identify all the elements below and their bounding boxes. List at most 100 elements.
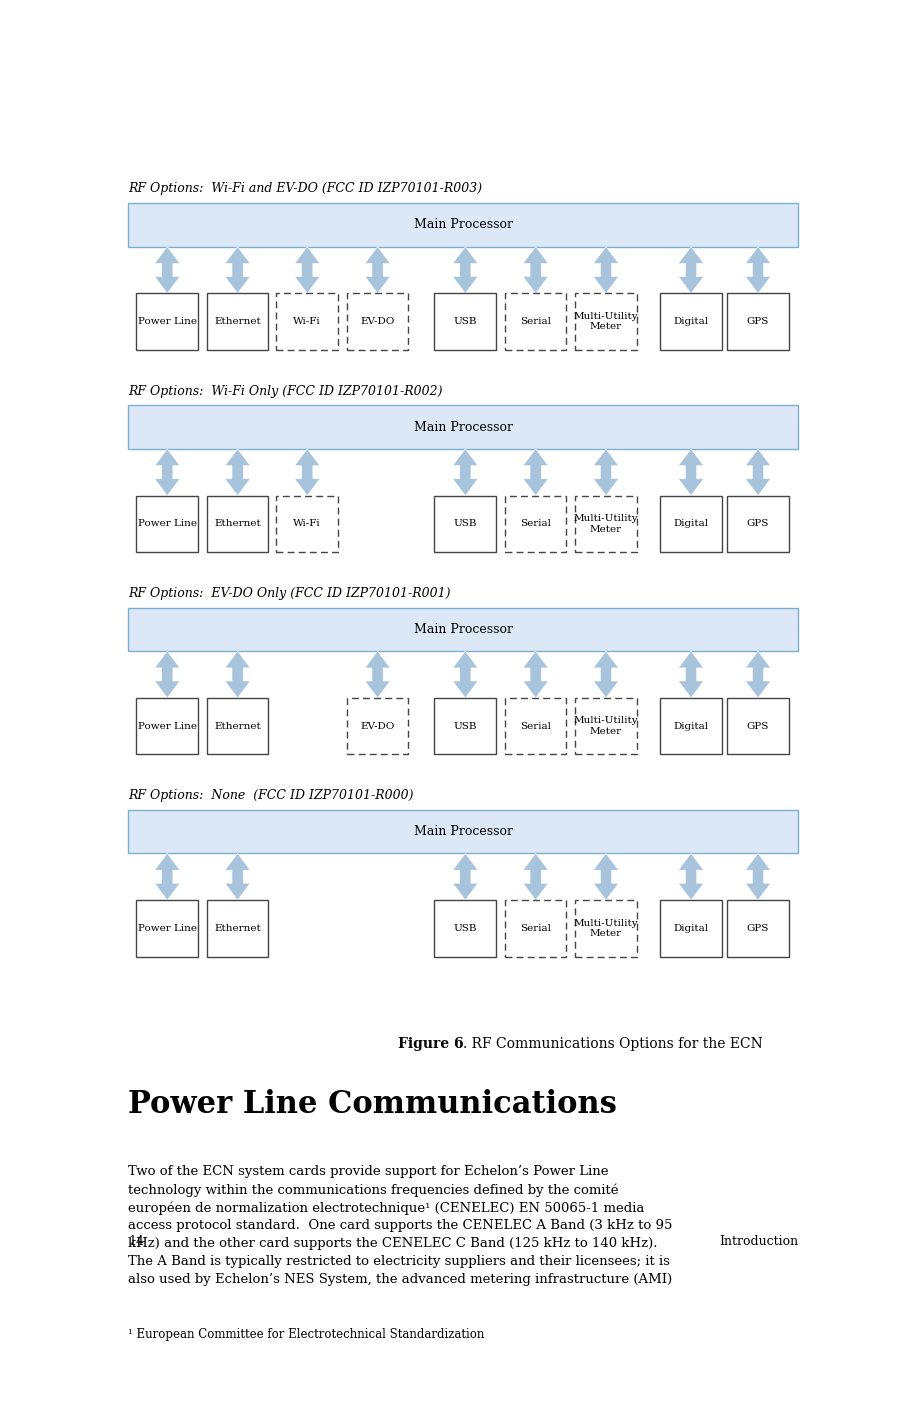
- Text: technology within the communications frequencies defined by the comité: technology within the communications fre…: [128, 1183, 619, 1197]
- Text: Multi-Utility
Meter: Multi-Utility Meter: [573, 919, 638, 938]
- Polygon shape: [523, 449, 547, 496]
- Text: access protocol standard.  One card supports the CENELEC A Band (3 kHz to 95: access protocol standard. One card suppo…: [128, 1219, 672, 1233]
- Text: RF Options:  Wi-Fi Only (FCC ID IZP70101-R002): RF Options: Wi-Fi Only (FCC ID IZP70101-…: [128, 384, 442, 398]
- FancyBboxPatch shape: [574, 496, 636, 552]
- FancyBboxPatch shape: [207, 496, 268, 552]
- FancyBboxPatch shape: [128, 203, 797, 247]
- Text: Multi-Utility
Meter: Multi-Utility Meter: [573, 514, 638, 534]
- Text: 14: 14: [128, 1236, 144, 1248]
- FancyBboxPatch shape: [659, 496, 721, 552]
- Polygon shape: [154, 449, 180, 496]
- FancyBboxPatch shape: [128, 405, 797, 449]
- Text: Power Line: Power Line: [137, 722, 197, 730]
- FancyBboxPatch shape: [726, 899, 788, 956]
- Polygon shape: [523, 853, 547, 899]
- FancyBboxPatch shape: [136, 294, 198, 350]
- FancyBboxPatch shape: [128, 607, 797, 651]
- FancyBboxPatch shape: [207, 899, 268, 956]
- Text: EV-DO: EV-DO: [360, 722, 395, 730]
- FancyBboxPatch shape: [128, 810, 797, 853]
- Text: RF Options:  EV-DO Only (FCC ID IZP70101-R001): RF Options: EV-DO Only (FCC ID IZP70101-…: [128, 587, 451, 600]
- Text: The A Band is typically restricted to electricity suppliers and their licensees;: The A Band is typically restricted to el…: [128, 1255, 669, 1268]
- Text: Serial: Serial: [519, 923, 551, 933]
- Text: Serial: Serial: [519, 318, 551, 326]
- Text: GPS: GPS: [746, 318, 768, 326]
- Polygon shape: [225, 449, 250, 496]
- Text: Digital: Digital: [673, 923, 708, 933]
- Text: USB: USB: [453, 318, 477, 326]
- Text: Wi-Fi: Wi-Fi: [293, 318, 321, 326]
- Text: Main Processor: Main Processor: [414, 219, 512, 232]
- Polygon shape: [452, 853, 478, 899]
- FancyBboxPatch shape: [434, 496, 496, 552]
- FancyBboxPatch shape: [574, 294, 636, 350]
- Text: RF Options:  Wi-Fi and EV-DO (FCC ID IZP70101-R003): RF Options: Wi-Fi and EV-DO (FCC ID IZP7…: [128, 182, 482, 195]
- Polygon shape: [225, 247, 250, 294]
- FancyBboxPatch shape: [434, 698, 496, 754]
- Polygon shape: [677, 247, 703, 294]
- Text: Power Line: Power Line: [137, 318, 197, 326]
- Text: Two of the ECN system cards provide support for Echelon’s Power Line: Two of the ECN system cards provide supp…: [128, 1165, 609, 1179]
- Text: Ethernet: Ethernet: [214, 722, 261, 730]
- FancyBboxPatch shape: [434, 294, 496, 350]
- Text: GPS: GPS: [746, 722, 768, 730]
- FancyBboxPatch shape: [276, 496, 338, 552]
- Polygon shape: [745, 853, 769, 899]
- Polygon shape: [225, 651, 250, 698]
- FancyBboxPatch shape: [276, 294, 338, 350]
- FancyBboxPatch shape: [504, 899, 566, 956]
- Text: Serial: Serial: [519, 520, 551, 528]
- Text: USB: USB: [453, 722, 477, 730]
- Text: Ethernet: Ethernet: [214, 520, 261, 528]
- FancyBboxPatch shape: [347, 294, 408, 350]
- Polygon shape: [452, 247, 478, 294]
- Text: . RF Communications Options for the ECN: . RF Communications Options for the ECN: [463, 1036, 762, 1051]
- Polygon shape: [154, 247, 180, 294]
- Polygon shape: [154, 853, 180, 899]
- Polygon shape: [225, 853, 250, 899]
- FancyBboxPatch shape: [504, 496, 566, 552]
- Text: Multi-Utility
Meter: Multi-Utility Meter: [573, 716, 638, 736]
- FancyBboxPatch shape: [659, 294, 721, 350]
- Text: GPS: GPS: [746, 520, 768, 528]
- Text: Ethernet: Ethernet: [214, 923, 261, 933]
- Polygon shape: [294, 247, 320, 294]
- Text: Main Processor: Main Processor: [414, 825, 512, 839]
- FancyBboxPatch shape: [574, 698, 636, 754]
- Text: also used by Echelon’s NES System, the advanced metering infrastructure (AMI): also used by Echelon’s NES System, the a…: [128, 1274, 672, 1286]
- FancyBboxPatch shape: [504, 294, 566, 350]
- Text: Power Line Communications: Power Line Communications: [128, 1089, 617, 1120]
- Text: Serial: Serial: [519, 722, 551, 730]
- Text: kHz) and the other card supports the CENELEC C Band (125 kHz to 140 kHz).: kHz) and the other card supports the CEN…: [128, 1237, 657, 1250]
- FancyBboxPatch shape: [207, 294, 268, 350]
- FancyBboxPatch shape: [136, 496, 198, 552]
- Polygon shape: [592, 853, 618, 899]
- Polygon shape: [523, 247, 547, 294]
- Text: USB: USB: [453, 520, 477, 528]
- Text: Ethernet: Ethernet: [214, 318, 261, 326]
- FancyBboxPatch shape: [659, 698, 721, 754]
- FancyBboxPatch shape: [659, 899, 721, 956]
- Polygon shape: [745, 449, 769, 496]
- FancyBboxPatch shape: [504, 698, 566, 754]
- Text: Main Processor: Main Processor: [414, 623, 512, 635]
- Polygon shape: [452, 651, 478, 698]
- Polygon shape: [154, 651, 180, 698]
- Text: Multi-Utility
Meter: Multi-Utility Meter: [573, 312, 638, 332]
- Text: USB: USB: [453, 923, 477, 933]
- Polygon shape: [677, 651, 703, 698]
- FancyBboxPatch shape: [726, 294, 788, 350]
- Text: Wi-Fi: Wi-Fi: [293, 520, 321, 528]
- FancyBboxPatch shape: [574, 899, 636, 956]
- Polygon shape: [365, 247, 390, 294]
- Polygon shape: [745, 651, 769, 698]
- Text: Main Processor: Main Processor: [414, 421, 512, 433]
- Text: GPS: GPS: [746, 923, 768, 933]
- Text: ¹ European Committee for Electrotechnical Standardization: ¹ European Committee for Electrotechnica…: [128, 1327, 484, 1341]
- Text: EV-DO: EV-DO: [360, 318, 395, 326]
- Text: Power Line: Power Line: [137, 520, 197, 528]
- Polygon shape: [745, 247, 769, 294]
- FancyBboxPatch shape: [434, 899, 496, 956]
- Polygon shape: [677, 853, 703, 899]
- FancyBboxPatch shape: [347, 698, 408, 754]
